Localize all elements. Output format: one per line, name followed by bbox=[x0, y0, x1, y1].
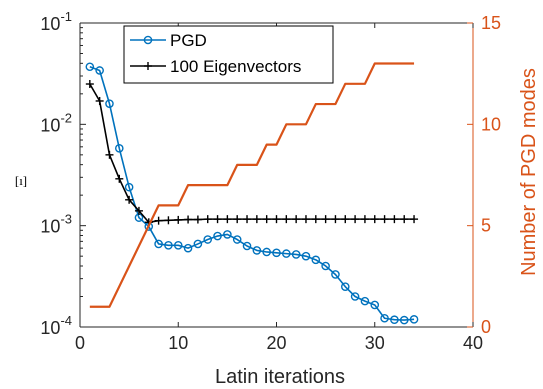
data-point bbox=[233, 215, 242, 224]
data-point bbox=[410, 215, 419, 224]
data-point bbox=[292, 215, 301, 224]
right-tick-label: 5 bbox=[481, 216, 491, 236]
data-point bbox=[370, 215, 379, 224]
data-point bbox=[95, 66, 104, 75]
data-point bbox=[213, 215, 222, 224]
series-0 bbox=[85, 62, 419, 325]
data-point bbox=[380, 215, 389, 224]
data-point bbox=[203, 235, 213, 244]
data-point bbox=[213, 231, 222, 241]
data-point bbox=[252, 215, 261, 224]
data-point bbox=[331, 270, 340, 279]
data-point bbox=[154, 239, 163, 249]
data-point bbox=[331, 215, 340, 224]
data-point bbox=[105, 150, 114, 159]
data-point bbox=[390, 315, 399, 325]
data-point bbox=[272, 215, 281, 224]
data-point bbox=[85, 62, 95, 72]
x-tick-label: 20 bbox=[266, 333, 286, 353]
data-point bbox=[262, 215, 271, 224]
right-tick-label: 0 bbox=[481, 317, 491, 337]
x-tick-label: 30 bbox=[365, 333, 385, 353]
data-point bbox=[400, 215, 409, 224]
left-tick-label: 10-2 bbox=[40, 110, 72, 135]
data-point bbox=[95, 96, 104, 105]
series-layer bbox=[85, 62, 419, 325]
data-point bbox=[184, 215, 193, 224]
data-point bbox=[321, 261, 330, 271]
legend-swatch-marker bbox=[143, 35, 153, 45]
data-point bbox=[301, 215, 310, 224]
left-tick-label: 10-1 bbox=[40, 9, 72, 34]
data-point bbox=[272, 248, 281, 258]
series-line bbox=[89, 62, 415, 308]
right-axis-label: Number of PGD modes bbox=[518, 68, 540, 276]
right-tick-label: 10 bbox=[481, 114, 501, 134]
data-point bbox=[124, 182, 134, 192]
series-line bbox=[89, 66, 415, 321]
data-point bbox=[321, 215, 330, 224]
data-point bbox=[125, 195, 134, 204]
x-tick-label: 0 bbox=[75, 333, 85, 353]
data-point bbox=[360, 296, 370, 306]
data-point bbox=[380, 313, 389, 323]
series-2 bbox=[89, 62, 415, 308]
data-point bbox=[399, 315, 409, 325]
data-point bbox=[193, 239, 203, 249]
data-point bbox=[115, 144, 124, 153]
x-axis-label: Latin iterations bbox=[215, 366, 345, 388]
data-point bbox=[232, 235, 242, 244]
x-tick-label: 40 bbox=[463, 333, 483, 353]
data-point bbox=[311, 215, 320, 224]
data-point bbox=[85, 80, 94, 89]
data-point bbox=[223, 230, 232, 239]
data-point bbox=[370, 300, 380, 310]
data-point bbox=[164, 216, 173, 225]
data-point bbox=[282, 249, 291, 258]
left-tick-label: 10-4 bbox=[40, 313, 72, 338]
data-point bbox=[203, 215, 212, 224]
data-point bbox=[390, 215, 399, 224]
data-point bbox=[105, 99, 114, 108]
data-point bbox=[311, 255, 321, 265]
legend: PGD 100 Eigenvectors bbox=[123, 25, 334, 84]
data-point bbox=[154, 216, 163, 225]
series-line bbox=[89, 83, 415, 224]
series-1 bbox=[85, 80, 419, 227]
legend-entry-1: 100 Eigenvectors bbox=[130, 57, 301, 76]
data-point bbox=[301, 251, 311, 261]
data-point bbox=[134, 206, 143, 215]
legend-label: 100 Eigenvectors bbox=[170, 57, 301, 76]
data-point bbox=[360, 215, 369, 224]
data-point bbox=[242, 241, 252, 251]
x-tick-label: 10 bbox=[168, 333, 188, 353]
data-point bbox=[262, 247, 271, 257]
data-point bbox=[341, 215, 350, 224]
data-point bbox=[183, 243, 193, 253]
left-tick-label: 10-3 bbox=[40, 212, 72, 237]
data-point bbox=[223, 215, 232, 224]
data-point bbox=[350, 292, 360, 301]
legend-entry-0: PGD bbox=[130, 31, 207, 50]
data-point bbox=[409, 315, 419, 324]
data-point bbox=[173, 241, 183, 250]
data-point bbox=[282, 215, 291, 224]
left-axis-label: [ı] bbox=[15, 173, 27, 188]
data-point bbox=[351, 215, 360, 224]
legend-label: PGD bbox=[170, 31, 207, 50]
data-point bbox=[164, 241, 173, 250]
data-point bbox=[193, 215, 202, 224]
data-point bbox=[174, 215, 183, 224]
data-point bbox=[252, 246, 262, 255]
right-tick-label: 15 bbox=[481, 13, 501, 33]
data-point bbox=[340, 282, 350, 291]
data-point bbox=[115, 174, 124, 183]
data-point bbox=[243, 215, 252, 224]
legend-box bbox=[123, 25, 334, 84]
data-point bbox=[291, 250, 301, 259]
